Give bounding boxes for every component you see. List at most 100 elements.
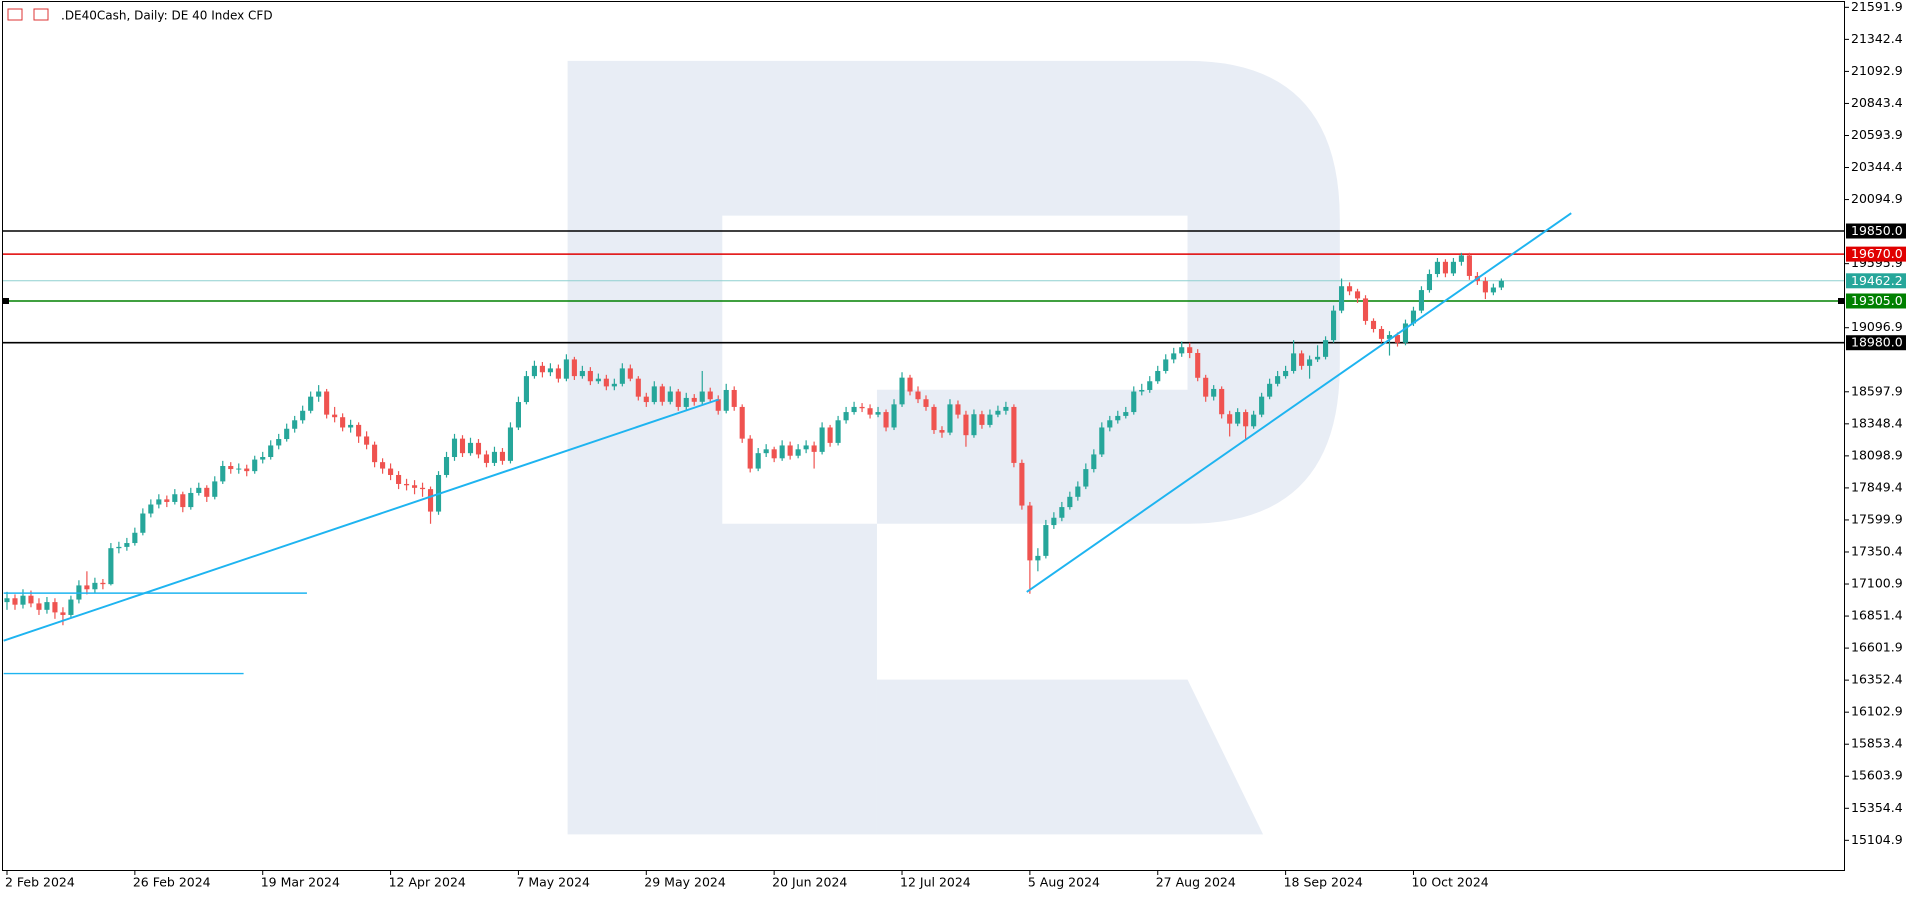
candle-body <box>659 386 665 402</box>
candle-body <box>819 427 825 452</box>
candle-body <box>1147 381 1153 390</box>
candle-body <box>1211 388 1217 397</box>
y-tick-label: 20094.9 <box>1851 191 1903 206</box>
y-tick-label: 17849.4 <box>1851 479 1903 494</box>
y-tick-label: 16851.4 <box>1851 608 1903 623</box>
candle-body <box>108 548 114 585</box>
candle-body <box>244 468 250 472</box>
candle-body <box>555 368 561 379</box>
level-label: 18980.0 <box>1851 335 1903 350</box>
y-tick-label: 16352.4 <box>1851 672 1903 687</box>
level-label: 19670.0 <box>1851 246 1903 261</box>
candle-body <box>4 598 10 603</box>
candle-body <box>675 391 681 407</box>
candle-body <box>260 457 266 460</box>
candle-body <box>116 546 122 549</box>
candle-body <box>1267 383 1273 397</box>
candle-body <box>92 582 98 590</box>
candle-body <box>1330 310 1337 341</box>
candle-body <box>1275 376 1281 384</box>
candle-body <box>1123 412 1129 416</box>
candle-body <box>268 445 274 458</box>
y-tick-label: 20593.9 <box>1851 127 1903 142</box>
y-tick-label: 15603.9 <box>1851 768 1903 783</box>
x-tick-label: 7 May 2024 <box>516 875 590 890</box>
candle-body <box>1083 469 1089 487</box>
candle-body <box>635 378 641 397</box>
candle-body <box>1235 412 1241 424</box>
candle-body <box>156 499 162 505</box>
candle-body <box>60 612 66 615</box>
level-label-box <box>1846 246 1906 262</box>
candle-body <box>132 532 138 544</box>
candle-body <box>459 438 466 454</box>
candle-body <box>763 449 769 454</box>
candle-body <box>1482 281 1488 293</box>
y-tick-label: 15354.4 <box>1851 800 1903 815</box>
candle-body <box>827 427 833 443</box>
candle-body <box>212 481 218 497</box>
candle-body <box>1283 370 1289 377</box>
candle-body <box>515 402 521 428</box>
candle-body <box>419 487 426 490</box>
y-tick-label: 16102.9 <box>1851 704 1903 719</box>
candle-body <box>236 468 242 470</box>
candle-body <box>1115 415 1121 421</box>
candle-body <box>731 389 737 407</box>
candle-body <box>523 376 529 403</box>
candle-body <box>1035 555 1041 561</box>
candle-body <box>691 397 697 402</box>
candle-body <box>1187 347 1193 353</box>
candle-body <box>603 378 609 387</box>
candle-body <box>1378 328 1385 339</box>
candle-body <box>1307 359 1313 366</box>
watermark <box>567 60 1340 835</box>
x-tick-label: 10 Oct 2024 <box>1411 875 1488 890</box>
level-label-box <box>1846 293 1906 309</box>
candle-body <box>172 494 178 502</box>
candle-body <box>907 377 913 392</box>
candle-body <box>1139 389 1145 392</box>
candle-body <box>52 602 58 613</box>
candle-body <box>1434 261 1440 275</box>
candle-body <box>875 412 881 415</box>
candle-body <box>931 406 937 431</box>
trend-line <box>3 398 719 642</box>
candle-body <box>100 582 106 585</box>
candle-body <box>699 391 705 402</box>
candle-body <box>1019 462 1025 506</box>
candle-body <box>28 595 34 604</box>
candle-body <box>1370 320 1377 329</box>
candle-body <box>1450 261 1456 274</box>
candle-body <box>1299 353 1305 366</box>
y-tick-label: 17100.9 <box>1851 576 1903 591</box>
trend-lines <box>3 212 1572 675</box>
watermark-leg <box>876 679 1264 835</box>
candle-body <box>499 451 506 461</box>
y-tick-label: 21092.9 <box>1851 63 1903 78</box>
candle-body <box>547 368 553 373</box>
candle-body <box>1203 377 1209 397</box>
candle-body <box>619 368 625 384</box>
candle-body <box>651 386 657 403</box>
candle-body <box>1163 359 1169 371</box>
candle-body <box>1171 353 1177 360</box>
y-tick-label: 17599.9 <box>1851 511 1903 526</box>
x-tick-label: 29 May 2024 <box>644 875 726 890</box>
candle-body <box>923 399 929 407</box>
x-tick-label: 27 Aug 2024 <box>1156 875 1236 890</box>
candle-body <box>404 483 410 486</box>
candle-body <box>1131 391 1137 413</box>
y-tick-label: 18597.9 <box>1851 383 1903 398</box>
candle-body <box>1315 356 1321 360</box>
candle-body <box>715 399 721 411</box>
candle-body <box>388 468 394 475</box>
candle-body <box>867 408 873 415</box>
candle-body <box>939 430 945 433</box>
candle-body <box>1466 255 1472 276</box>
candle-body <box>340 417 346 428</box>
candle-body <box>1227 414 1233 424</box>
y-tick-label: 18348.4 <box>1851 415 1903 430</box>
candle-body <box>1091 454 1097 470</box>
candle-body <box>979 414 985 425</box>
